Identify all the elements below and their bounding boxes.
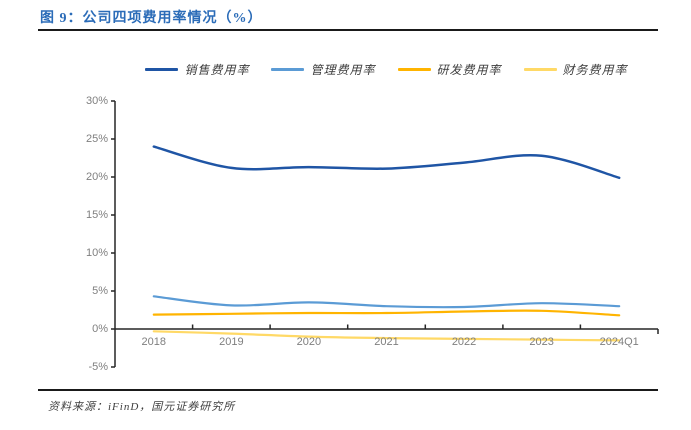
legend-line-swatch [271, 67, 305, 71]
x-tick-label: 2022 [451, 336, 477, 348]
y-tick-label: -5% [88, 360, 108, 373]
x-tick-label: 2024Q1 [599, 336, 639, 348]
x-tick-label: 2019 [219, 336, 244, 348]
y-tick-label: 5% [92, 284, 108, 297]
y-tick-label: 10% [85, 246, 108, 259]
figure-title: 图 9：公司四项费用率情况（%） [40, 11, 263, 26]
legend-item-rnd-expense-ratio: 研发费用率 [397, 61, 502, 78]
y-tick-label: 15% [85, 208, 108, 221]
axis-lines [111, 100, 659, 368]
series-line-admin-expense-ratio [152, 295, 621, 309]
legend-label: 销售费用率 [184, 62, 250, 77]
series-line-sales-expense-ratio [152, 145, 621, 180]
source-note: 资料来源：iFinD，国元证券研究所 [48, 401, 236, 413]
y-tick-label: 20% [85, 170, 108, 183]
y-tick-label: 25% [85, 132, 108, 145]
legend-label: 管理费用率 [310, 62, 376, 77]
legend-line-swatch [145, 67, 179, 71]
legend-item-finance-expense-ratio: 财务费用率 [523, 61, 628, 78]
series-line-finance-expense-ratio [152, 330, 621, 342]
footer-divider [38, 389, 658, 391]
legend-item-sales-expense-ratio: 销售费用率 [145, 61, 249, 78]
x-tick-label: 2018 [141, 336, 167, 348]
x-tick-label: 2023 [529, 336, 554, 348]
y-tick-label: 30% [85, 94, 108, 107]
legend-line-swatch [523, 67, 557, 71]
series-line-rnd-expense-ratio [152, 309, 621, 317]
chart-legend: 销售费用率 管理费用率 研发费用率 财务费用率 [115, 61, 658, 77]
x-tick-label: 2020 [296, 336, 322, 348]
y-tick-label: 0% [92, 322, 108, 335]
legend-line-swatch [397, 67, 431, 71]
legend-item-admin-expense-ratio: 管理费用率 [271, 61, 375, 78]
legend-label: 研发费用率 [436, 62, 502, 77]
legend-label: 财务费用率 [562, 62, 628, 77]
x-tick-label: 2021 [374, 336, 399, 348]
title-divider [38, 29, 658, 31]
